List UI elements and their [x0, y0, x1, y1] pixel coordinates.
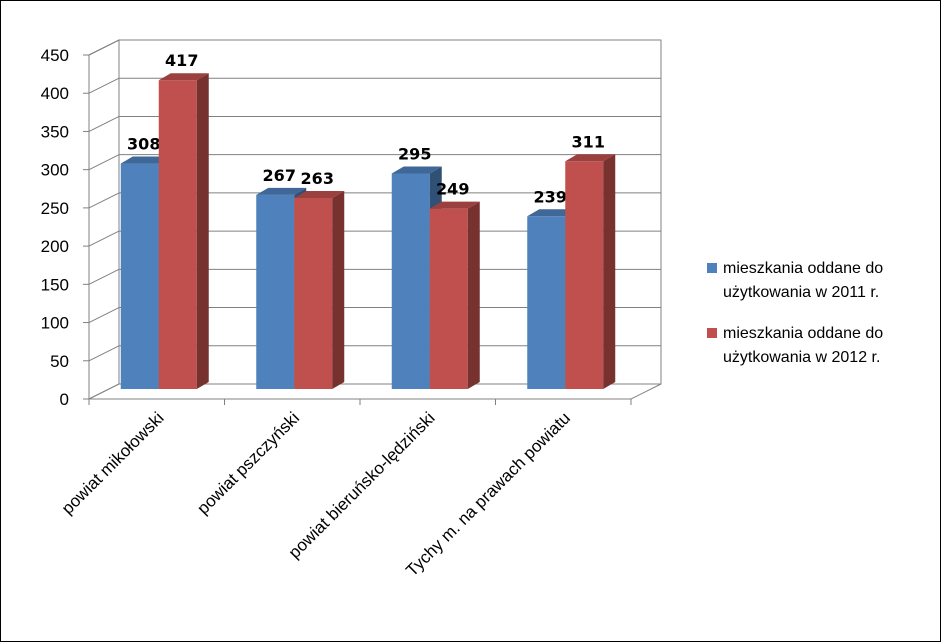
gridline-side — [88, 307, 120, 324]
bar-top — [565, 154, 616, 162]
x-category-label: powiat bieruńsko-lędziński — [285, 408, 439, 562]
legend-label: użytkowania w 2012 r. — [723, 349, 880, 366]
y-tick-label: 400 — [41, 84, 69, 103]
bar-side — [467, 201, 480, 389]
x-category-label: powiat pszczyński — [193, 408, 303, 518]
bar — [256, 194, 295, 389]
gridline-side — [88, 77, 120, 94]
gridline-side — [88, 345, 120, 362]
legend-swatch — [707, 328, 717, 338]
bar — [158, 80, 197, 389]
bar-top — [294, 190, 345, 198]
y-tick-label: 100 — [41, 314, 69, 333]
bar-top — [527, 209, 578, 217]
data-label: 311 — [572, 132, 605, 151]
x-category-label: Tychy m. na prawach powiatu — [402, 408, 574, 580]
data-label: 267 — [263, 166, 296, 185]
bar — [294, 197, 333, 389]
data-label: 417 — [165, 51, 198, 70]
data-label: 239 — [534, 187, 567, 206]
y-tick-label: 50 — [50, 352, 69, 371]
bar — [429, 208, 468, 389]
bar-side — [196, 73, 209, 389]
gridline-side — [88, 230, 120, 247]
y-tick-label: 150 — [41, 275, 69, 294]
gridline-side — [88, 39, 120, 56]
gridline-side — [88, 115, 120, 132]
gridline-side — [88, 154, 120, 171]
gridline-side — [88, 268, 120, 285]
y-tick-label: 200 — [41, 237, 69, 256]
plot-side-wall — [88, 39, 120, 400]
bar-top — [256, 187, 307, 195]
bar — [565, 161, 604, 389]
y-tick-label: 300 — [41, 161, 69, 180]
bar-side — [332, 190, 345, 389]
bar-top — [120, 156, 171, 164]
legend-swatch — [707, 263, 717, 273]
y-tick-label: 450 — [41, 46, 69, 65]
legend-label: użytkowania w 2011 r. — [723, 284, 879, 301]
y-tick-label: 0 — [60, 390, 69, 409]
x-category-label: powiat mikołowski — [58, 408, 168, 518]
legend-label: mieszkania oddane do — [723, 260, 883, 277]
y-tick-label: 350 — [41, 122, 69, 141]
bar-top — [429, 201, 480, 209]
legend-label: mieszkania oddane do — [723, 325, 883, 342]
data-label: 308 — [127, 135, 160, 154]
y-tick-label: 250 — [41, 199, 69, 218]
bar-side — [603, 154, 616, 389]
bar — [527, 216, 566, 389]
bar — [120, 163, 159, 389]
bar-top — [391, 166, 442, 174]
bar — [391, 173, 430, 389]
data-label: 263 — [301, 169, 334, 188]
data-label: 249 — [436, 180, 469, 199]
gridline-side — [88, 192, 120, 209]
data-label: 295 — [398, 144, 431, 163]
bar-top — [158, 73, 209, 81]
